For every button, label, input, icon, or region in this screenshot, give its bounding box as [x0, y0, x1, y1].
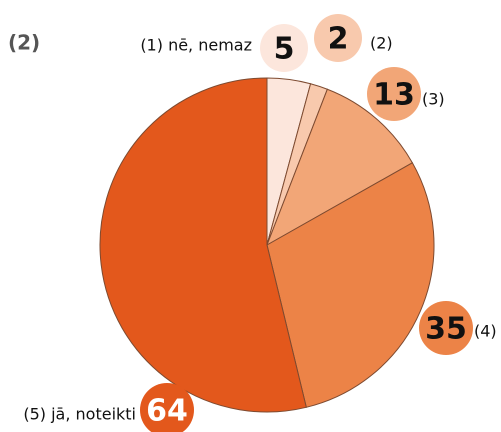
pie-slice	[99, 77, 307, 413]
value-bubble	[314, 14, 362, 62]
value-label: 2	[328, 22, 349, 57]
value-bubble	[367, 67, 421, 121]
value-bubble	[260, 24, 308, 72]
pie-slice	[266, 162, 435, 408]
value-bubble	[140, 383, 194, 432]
chart-title: (2)	[8, 31, 40, 55]
value-label: 13	[373, 78, 415, 113]
category-label: (2)	[370, 34, 393, 53]
value-label: 5	[274, 32, 295, 67]
pie-slice	[266, 88, 414, 247]
value-label: 35	[425, 312, 467, 347]
category-label: (1) nē, nemaz	[140, 36, 252, 55]
category-label: (5) jā, noteikti	[23, 405, 136, 424]
value-label: 64	[146, 394, 188, 429]
value-bubble	[419, 301, 473, 355]
category-label: (3)	[422, 90, 445, 109]
category-label: (4)	[474, 322, 497, 341]
